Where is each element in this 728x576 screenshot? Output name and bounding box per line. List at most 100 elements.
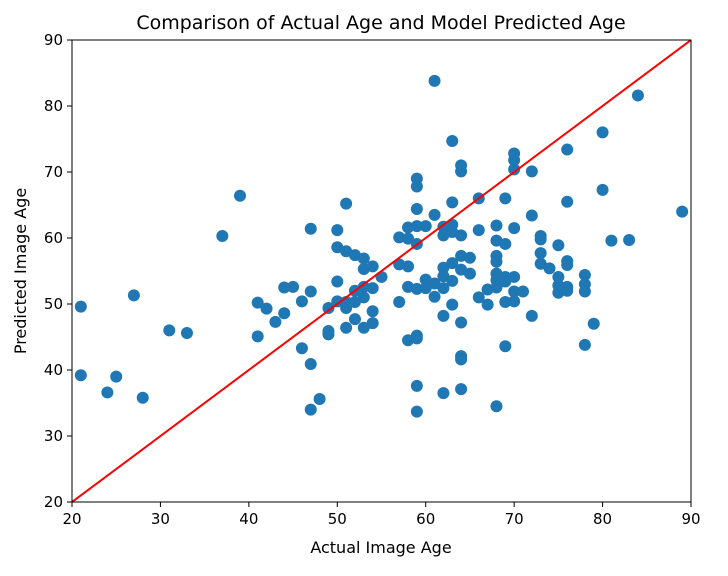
y-tick-label: 20 <box>44 493 63 511</box>
data-point <box>366 260 379 273</box>
data-point <box>366 305 379 318</box>
data-point <box>490 400 503 413</box>
data-point <box>428 290 441 303</box>
x-tick-label: 60 <box>416 510 435 528</box>
data-point <box>463 251 476 264</box>
data-point <box>340 301 353 314</box>
chart-title: Comparison of Actual Age and Model Predi… <box>136 12 625 34</box>
data-point <box>110 370 123 383</box>
x-tick-label: 50 <box>328 510 347 528</box>
data-point <box>534 257 547 270</box>
data-point <box>472 291 485 304</box>
y-tick-label: 40 <box>44 361 63 379</box>
data-point <box>578 285 591 298</box>
y-tick-label: 90 <box>44 31 63 49</box>
data-point <box>446 298 459 311</box>
data-point <box>331 224 344 237</box>
data-point <box>525 209 538 222</box>
data-point <box>508 270 521 283</box>
data-point <box>357 280 370 293</box>
data-point <box>163 324 176 337</box>
data-point <box>623 233 636 246</box>
data-point <box>446 196 459 209</box>
data-point <box>74 369 87 382</box>
data-point <box>561 284 574 297</box>
data-point <box>428 74 441 87</box>
data-point <box>127 289 140 302</box>
data-point <box>534 233 547 246</box>
data-point <box>74 300 87 313</box>
data-point <box>410 405 423 418</box>
data-point <box>410 379 423 392</box>
data-point <box>455 165 468 178</box>
data-point <box>402 221 415 234</box>
data-point <box>357 252 370 265</box>
x-tick-label: 90 <box>681 510 700 528</box>
data-point <box>499 275 512 288</box>
data-point <box>605 234 618 247</box>
data-point <box>393 231 406 244</box>
data-point <box>446 134 459 147</box>
data-point <box>552 270 565 283</box>
data-point <box>508 163 521 176</box>
data-point <box>101 386 114 399</box>
data-point <box>437 282 450 295</box>
data-point <box>516 285 529 298</box>
data-point <box>428 208 441 221</box>
data-point <box>561 259 574 272</box>
data-point <box>561 143 574 156</box>
data-point <box>525 309 538 322</box>
y-tick-label: 80 <box>44 97 63 115</box>
data-point <box>534 247 547 260</box>
data-point <box>481 298 494 311</box>
data-point <box>304 222 317 235</box>
data-point <box>552 239 565 252</box>
data-point <box>419 220 432 233</box>
data-point <box>180 327 193 340</box>
data-point <box>410 180 423 193</box>
y-tick-label: 60 <box>44 229 63 247</box>
data-point <box>348 313 361 326</box>
x-axis-label: Actual Image Age <box>310 538 451 557</box>
data-point <box>561 195 574 208</box>
x-tick-label: 30 <box>151 510 170 528</box>
data-point <box>216 230 229 243</box>
data-point <box>357 291 370 304</box>
data-point <box>437 309 450 322</box>
data-point <box>366 282 379 295</box>
y-tick-label: 30 <box>44 427 63 445</box>
data-point <box>410 202 423 215</box>
data-point <box>304 403 317 416</box>
y-tick-label: 50 <box>44 295 63 313</box>
data-point <box>331 275 344 288</box>
x-axis: 20 30 40 50 60 70 80 90 <box>62 502 701 528</box>
data-point <box>393 296 406 309</box>
data-point <box>596 183 609 196</box>
data-point <box>340 321 353 334</box>
data-point <box>419 282 432 295</box>
data-point <box>251 296 264 309</box>
data-point <box>269 315 282 328</box>
data-point <box>455 316 468 329</box>
data-point <box>437 270 450 283</box>
data-point <box>260 302 273 315</box>
data-point <box>287 280 300 293</box>
reference-line <box>72 40 691 502</box>
data-point <box>366 317 379 330</box>
data-point <box>455 229 468 242</box>
data-point <box>508 222 521 235</box>
data-point <box>455 383 468 396</box>
data-point <box>508 285 521 298</box>
data-point <box>313 393 326 406</box>
data-point <box>410 282 423 295</box>
data-point <box>278 281 291 294</box>
data-point <box>295 342 308 355</box>
data-point <box>455 353 468 366</box>
y-axis-label: Predicted Image Age <box>11 188 30 354</box>
data-point <box>499 237 512 250</box>
data-point <box>304 285 317 298</box>
data-point <box>587 317 600 330</box>
data-point <box>499 340 512 353</box>
data-point <box>136 391 149 404</box>
